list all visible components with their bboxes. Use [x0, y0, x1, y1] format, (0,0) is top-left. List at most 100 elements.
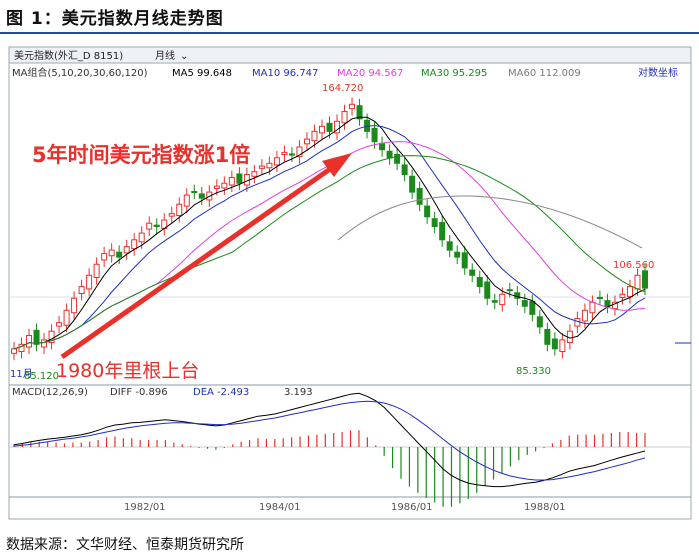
candle-body	[349, 103, 356, 110]
arrow-head-icon	[322, 153, 352, 177]
period-selector[interactable]: 月线	[155, 49, 175, 62]
month-label: 11月	[10, 368, 33, 380]
candle-body	[581, 309, 588, 322]
x-tick-1984: 1984/01	[259, 502, 301, 513]
ma30-line	[13, 155, 646, 350]
candle-body	[394, 154, 401, 164]
title-rule	[0, 32, 699, 34]
candle-body	[168, 213, 175, 217]
ma-group-label: MA组合(5,10,20,30,60,120)	[12, 66, 148, 79]
candle-body	[506, 289, 513, 292]
ma10-label: MA10 96.747	[252, 68, 318, 79]
x-tick-1986: 1986/01	[391, 502, 433, 513]
candle-body	[26, 335, 33, 348]
candle-body	[386, 150, 393, 159]
trend-arrow	[60, 159, 342, 360]
candle-body	[258, 165, 265, 169]
rise-annotation: 5年时间美元指数涨1倍	[32, 143, 250, 167]
candle-body	[461, 252, 468, 269]
candle-body	[93, 263, 100, 279]
macd-diff-line	[13, 392, 646, 488]
candle-body	[138, 232, 145, 243]
candle-body	[529, 300, 536, 315]
x-tick-1988: 1988/01	[524, 502, 566, 513]
candle-body	[78, 286, 85, 295]
candle-body	[318, 125, 325, 134]
candle-body	[356, 105, 363, 120]
candle-body	[439, 222, 446, 241]
candle-body	[334, 120, 341, 134]
candle-body	[273, 157, 280, 166]
candle-body	[491, 300, 498, 303]
data-source: 数据来源：文华财经、恒泰期货研究所	[6, 537, 244, 553]
chart-frame	[8, 46, 692, 520]
candle-body	[544, 328, 551, 345]
candle-body	[251, 171, 258, 177]
candle-body	[41, 339, 48, 348]
candle-body	[146, 222, 153, 230]
candle-body	[71, 297, 78, 314]
candle-body	[116, 251, 123, 258]
ma20-label: MA20 94.567	[337, 68, 403, 79]
ma10-line	[13, 125, 646, 350]
candle-body	[424, 205, 431, 218]
candle-body	[86, 274, 93, 290]
candle-body	[131, 239, 138, 250]
candle-body	[63, 309, 70, 326]
ma5-line	[13, 116, 646, 350]
candle-body	[56, 322, 63, 327]
x-tick-1982: 1982/01	[124, 502, 166, 513]
macd-dea-line	[13, 400, 646, 481]
candle-body	[311, 130, 318, 142]
instrument-label: 美元指数(外汇_D 8151)	[14, 49, 123, 62]
candle-body	[379, 142, 386, 151]
macd-diff: DIFF -0.896	[110, 387, 168, 398]
log-scale-toggle[interactable]: 对数坐标	[638, 66, 678, 79]
candle-body	[642, 270, 648, 289]
candle-body	[484, 281, 491, 299]
candle-body	[611, 301, 618, 310]
candle-body	[11, 348, 17, 354]
candle-body	[626, 286, 633, 298]
candle-body	[409, 175, 416, 193]
left-low-label: 85.120	[24, 371, 59, 382]
candle-body	[604, 300, 611, 307]
candle-body	[296, 146, 303, 158]
candle-body	[559, 339, 566, 353]
candle-body	[228, 176, 235, 186]
ma5-label: MA5 99.648	[172, 68, 232, 79]
ma30-label: MA30 95.295	[421, 68, 487, 79]
candle-body	[108, 249, 115, 257]
macd-panel	[9, 392, 691, 507]
recent-high-label: 106.560	[613, 260, 654, 271]
ma60-label: MA60 112.009	[508, 68, 581, 79]
candle-body	[191, 190, 198, 193]
candle-body	[101, 253, 108, 261]
candle-body	[446, 241, 453, 251]
candle-body	[416, 188, 423, 205]
toolbar-bar	[8, 46, 692, 64]
candle-body	[371, 127, 378, 143]
candle-body	[221, 182, 228, 189]
candle-body	[596, 296, 603, 299]
candle-body	[236, 173, 243, 184]
candle-body	[48, 330, 55, 344]
candle-body	[33, 329, 40, 345]
candle-body	[326, 122, 333, 132]
chevron-down-icon[interactable]: ⌄	[180, 51, 188, 62]
macd-name: MACD(12,26,9)	[12, 387, 88, 398]
candle-body	[634, 274, 641, 290]
candle-body	[536, 316, 543, 328]
candle-body	[123, 246, 130, 254]
candle-body	[401, 164, 408, 176]
candle-body	[341, 110, 348, 124]
candle-body	[281, 151, 288, 156]
candle-body	[469, 269, 476, 276]
macd-dea: DEA -2.493	[193, 387, 249, 398]
candle-body	[288, 153, 295, 156]
reagan-annotation: 1980年里根上台	[56, 360, 199, 382]
candle-body	[454, 251, 461, 258]
macd-value: 3.193	[284, 387, 313, 398]
candle-body	[521, 300, 528, 307]
